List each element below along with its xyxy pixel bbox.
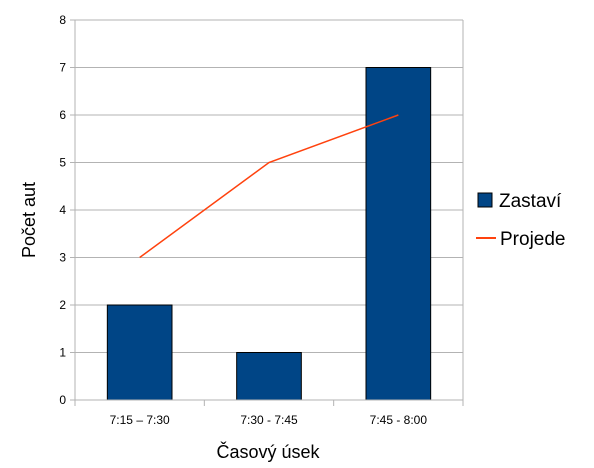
y-tick-label: 7	[59, 61, 66, 75]
legend-bar-swatch	[477, 192, 493, 208]
y-tick-label: 4	[59, 203, 66, 217]
x-tick-label: 7:15 – 7:30	[110, 413, 170, 427]
y-tick-labels: 0 1 2 3 4 5 6 7 8	[59, 13, 66, 407]
y-tick-label: 1	[59, 346, 66, 360]
y-axis-title: Počet aut	[19, 182, 39, 258]
y-tick-label: 5	[59, 156, 66, 170]
bar	[106, 304, 173, 401]
legend: Zastaví Projede	[476, 191, 566, 250]
x-tick-label: 7:45 - 8:00	[370, 413, 428, 427]
x-axis-title: Časový úsek	[216, 441, 320, 462]
bar-series	[106, 67, 432, 401]
legend-item-bar: Zastaví	[477, 191, 562, 212]
bar	[236, 352, 302, 401]
legend-bar-label: Zastaví	[499, 191, 562, 212]
x-tick-label: 7:30 - 7:45	[240, 413, 298, 427]
y-tick-label: 2	[59, 298, 66, 312]
x-tick-labels: 7:15 – 7:30 7:30 - 7:45 7:45 - 8:00	[110, 413, 428, 427]
line-series	[139, 114, 399, 259]
series-line	[139, 114, 399, 259]
legend-item-line: Projede	[476, 229, 566, 250]
y-tick-label: 0	[59, 393, 66, 407]
y-tick-label: 3	[59, 251, 66, 265]
y-tick-label: 8	[59, 13, 66, 27]
bar	[365, 67, 432, 401]
axes	[70, 19, 464, 406]
legend-line-label: Projede	[500, 229, 566, 250]
y-tick-label: 6	[59, 108, 66, 122]
